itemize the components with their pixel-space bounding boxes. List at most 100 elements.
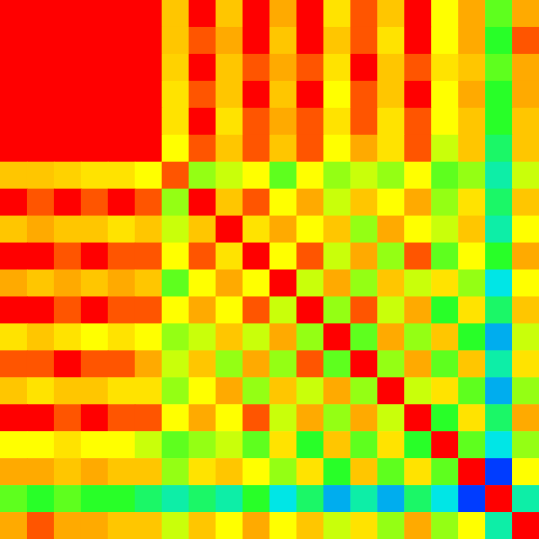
heatmap-cell	[81, 296, 109, 324]
heatmap-cell	[243, 135, 271, 163]
heatmap-cell	[81, 431, 109, 459]
heatmap-cell	[108, 189, 136, 217]
heatmap-cell	[350, 485, 378, 513]
heatmap-cell	[431, 243, 459, 271]
heatmap-cell	[81, 270, 109, 298]
heatmap-cell	[485, 377, 513, 405]
heatmap-cell	[270, 27, 298, 55]
heatmap-cell	[0, 270, 28, 298]
heatmap-cell	[27, 485, 55, 513]
heatmap-cell	[189, 350, 217, 378]
heatmap-cell	[81, 27, 109, 55]
heatmap-cell	[485, 431, 513, 459]
heatmap-cell	[216, 350, 244, 378]
heatmap-cell	[404, 296, 432, 324]
heatmap-cell	[108, 81, 136, 109]
heatmap-cell	[270, 377, 298, 405]
heatmap-cell	[243, 54, 271, 82]
heatmap-cell	[377, 189, 405, 217]
heatmap-cell	[0, 162, 28, 190]
heatmap-cell	[296, 81, 324, 109]
heatmap-cell	[404, 431, 432, 459]
heatmap-cell	[27, 54, 55, 82]
heatmap-cell	[404, 458, 432, 486]
heatmap-cell	[377, 216, 405, 244]
heatmap-cell	[377, 54, 405, 82]
heatmap-cell	[270, 431, 298, 459]
heatmap-cell	[485, 27, 513, 55]
heatmap-cell	[485, 512, 513, 539]
heatmap-cell	[431, 81, 459, 109]
heatmap-cell	[431, 377, 459, 405]
heatmap-cell	[270, 350, 298, 378]
heatmap-cell	[81, 189, 109, 217]
heatmap-cell	[27, 243, 55, 271]
heatmap-cell	[189, 81, 217, 109]
heatmap-cell	[54, 431, 82, 459]
heatmap-cell	[431, 108, 459, 136]
heatmap-cell	[189, 323, 217, 351]
heatmap-cell	[135, 162, 163, 190]
heatmap-cell	[0, 404, 28, 432]
heatmap-cell	[189, 377, 217, 405]
heatmap-cell	[243, 0, 271, 28]
heatmap-cell	[350, 512, 378, 539]
heatmap-cell	[431, 350, 459, 378]
heatmap-cell	[81, 243, 109, 271]
heatmap-cell	[512, 485, 539, 513]
heatmap-cell	[485, 323, 513, 351]
heatmap-cell	[485, 485, 513, 513]
heatmap-cell	[27, 162, 55, 190]
heatmap-cell	[296, 512, 324, 539]
heatmap-cell	[270, 485, 298, 513]
heatmap-cell	[296, 458, 324, 486]
heatmap-cell	[323, 243, 351, 271]
heatmap-cell	[270, 0, 298, 28]
heatmap-cell	[54, 485, 82, 513]
heatmap-cell	[0, 377, 28, 405]
heatmap-cell	[54, 135, 82, 163]
heatmap-cell	[54, 0, 82, 28]
heatmap-cell	[54, 323, 82, 351]
heatmap-cell	[512, 27, 539, 55]
heatmap-cell	[189, 54, 217, 82]
heatmap-cell	[458, 189, 486, 217]
heatmap-chart	[0, 0, 539, 539]
heatmap-cell	[81, 512, 109, 539]
heatmap-cell	[512, 350, 539, 378]
heatmap-cell	[270, 243, 298, 271]
heatmap-cell	[296, 243, 324, 271]
heatmap-cell	[458, 270, 486, 298]
heatmap-cell	[512, 512, 539, 539]
heatmap-cell	[296, 108, 324, 136]
heatmap-cell	[350, 404, 378, 432]
heatmap-cell	[135, 243, 163, 271]
heatmap-cell	[135, 270, 163, 298]
heatmap-cell	[0, 512, 28, 539]
heatmap-cell	[512, 296, 539, 324]
heatmap-cell	[27, 135, 55, 163]
heatmap-cell	[431, 54, 459, 82]
heatmap-cell	[27, 377, 55, 405]
heatmap-cell	[216, 27, 244, 55]
heatmap-cell	[108, 108, 136, 136]
heatmap-cell	[162, 216, 190, 244]
heatmap-cell	[512, 0, 539, 28]
heatmap-cell	[108, 296, 136, 324]
heatmap-cell	[296, 216, 324, 244]
heatmap-cell	[323, 296, 351, 324]
heatmap-cell	[323, 108, 351, 136]
heatmap-cell	[162, 0, 190, 28]
heatmap-cell	[350, 189, 378, 217]
heatmap-cell	[108, 350, 136, 378]
heatmap-cell	[108, 162, 136, 190]
heatmap-cell	[81, 458, 109, 486]
heatmap-cell	[323, 216, 351, 244]
heatmap-cell	[243, 323, 271, 351]
heatmap-cell	[458, 512, 486, 539]
heatmap-cell	[512, 377, 539, 405]
heatmap-cell	[135, 458, 163, 486]
heatmap-cell	[162, 404, 190, 432]
heatmap-cell	[323, 350, 351, 378]
heatmap-cell	[27, 458, 55, 486]
